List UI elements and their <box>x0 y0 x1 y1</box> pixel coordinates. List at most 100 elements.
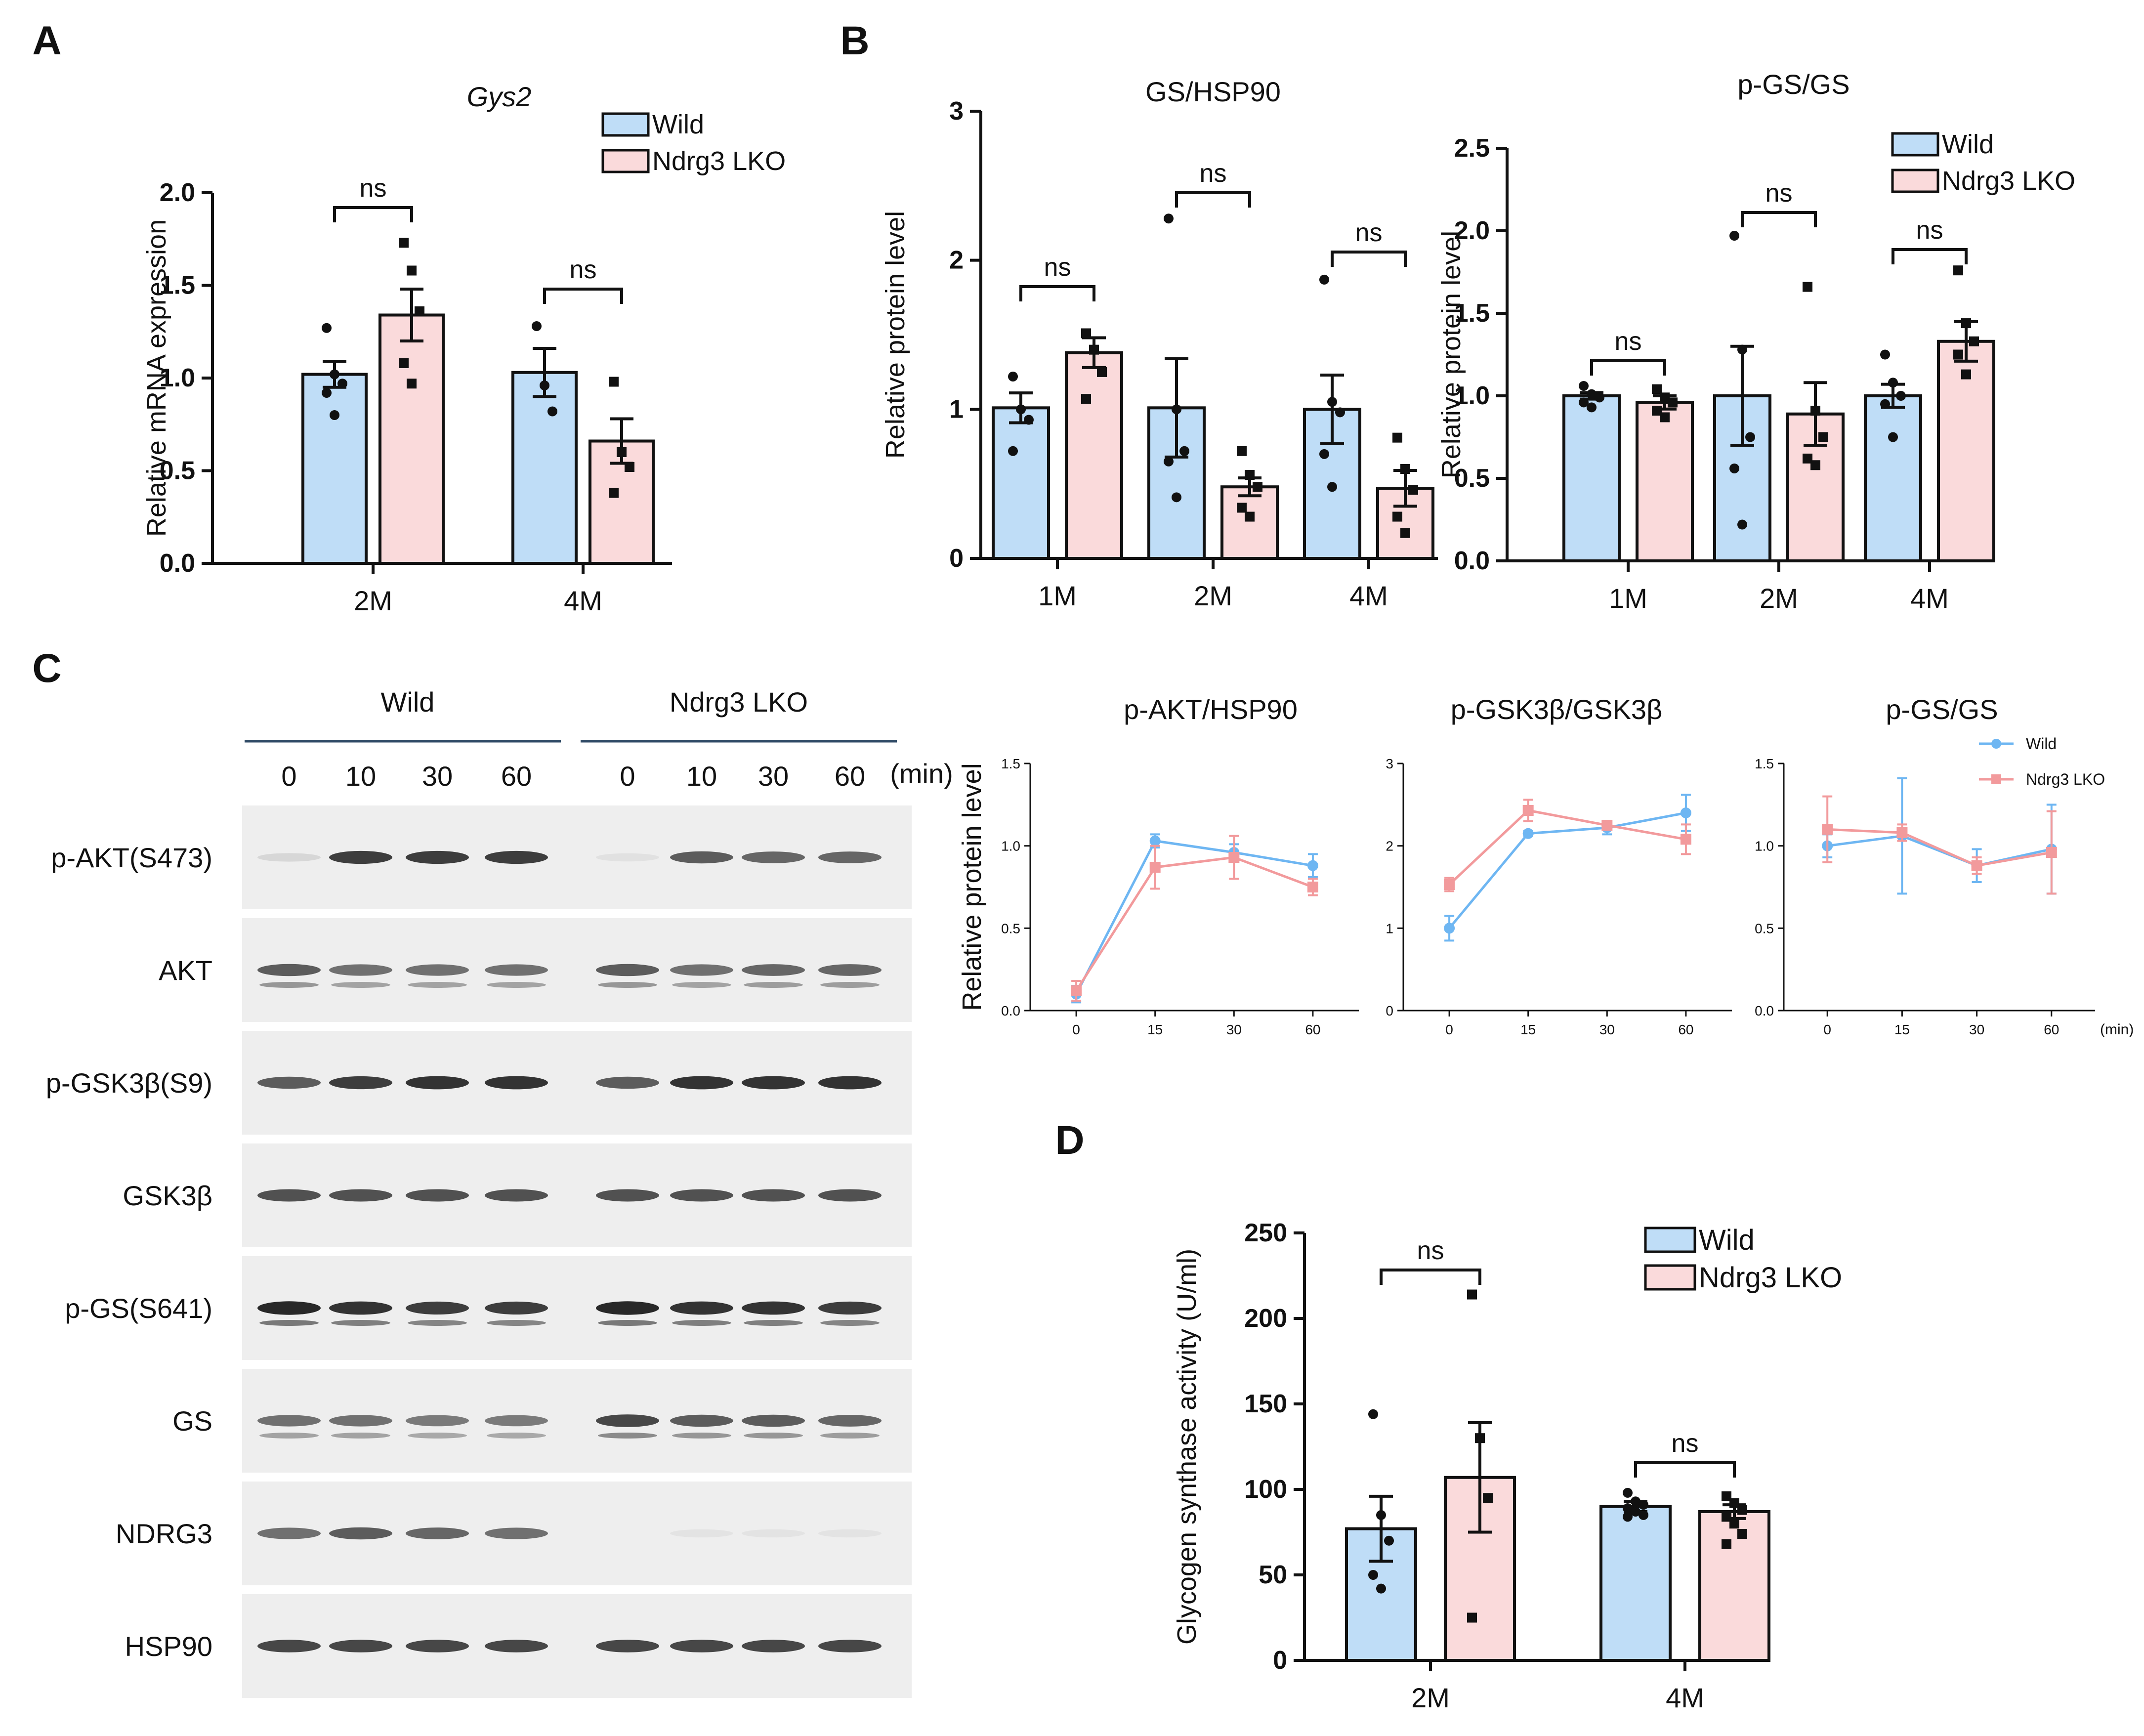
blot-band-lower <box>598 1320 657 1326</box>
panel-letter-a: A <box>32 18 61 63</box>
data-point <box>1384 1535 1394 1546</box>
lane-time-label: 60 <box>835 761 865 792</box>
y-tick-label: 2 <box>949 246 964 275</box>
chart-title: p-GS/GS <box>1886 694 1998 725</box>
blot-band-lower <box>744 982 803 988</box>
legend-swatch <box>1891 169 1939 193</box>
y-tick-label: 2.0 <box>1454 216 1490 245</box>
data-point <box>1164 213 1174 224</box>
y-tick-label: 0.0 <box>1755 1003 1774 1018</box>
blot-band <box>742 851 805 863</box>
lane-time-label: 30 <box>758 761 789 792</box>
data-point <box>1818 432 1828 442</box>
y-tick-label: 0 <box>1273 1646 1287 1675</box>
y-axis-label: Glycogen synthase activity (U/ml) <box>1172 1249 1202 1645</box>
data-point <box>1587 402 1597 413</box>
data-point <box>1660 392 1670 403</box>
blot-group-label: Ndrg3 LKO <box>670 686 808 718</box>
data-point <box>1376 1510 1386 1520</box>
y-axis-label: Relative protein level <box>957 763 987 1011</box>
x-tick-label: 60 <box>1678 1022 1693 1037</box>
legend-swatch <box>601 112 650 137</box>
data-point <box>1729 231 1739 241</box>
blot-band <box>329 1415 392 1427</box>
y-tick-label: 3 <box>1386 756 1393 771</box>
y-tick-label: 2.0 <box>160 178 195 207</box>
data-point <box>532 321 542 331</box>
blot-group-label: Wild <box>381 686 435 718</box>
data-point <box>1810 460 1820 470</box>
data-point <box>617 447 627 457</box>
data-point <box>1953 349 1963 360</box>
y-tick-label: 1.0 <box>1454 381 1490 410</box>
data-point <box>1172 492 1181 503</box>
data-point <box>1961 318 1971 329</box>
blot-band-lower <box>598 982 657 988</box>
x-tick-label: 4M <box>1910 583 1949 614</box>
blot-band-lower <box>331 982 390 988</box>
blot-band <box>485 1415 548 1427</box>
data-point <box>1639 1500 1648 1510</box>
data-point <box>1172 404 1181 415</box>
y-tick-label: 2.5 <box>1454 134 1490 163</box>
x-tick-label: 2M <box>1411 1682 1450 1713</box>
bar <box>1636 401 1694 562</box>
data-point <box>1179 446 1189 456</box>
significance-label: ns <box>1672 1429 1699 1458</box>
blot-band <box>257 1189 321 1202</box>
bar-chart-a-0: Gys2 Relative mRNA expression 0.0 0.5 1.0 1.5… <box>142 81 786 616</box>
data-point <box>1444 879 1455 890</box>
data-point <box>407 265 417 276</box>
data-point <box>337 379 347 389</box>
blot-band <box>257 1076 321 1089</box>
data-point <box>1097 367 1107 377</box>
data-point <box>1089 344 1099 355</box>
blot-band-lower <box>744 1320 803 1326</box>
lane-time-label: 10 <box>686 761 717 792</box>
significance-label: ns <box>360 174 387 203</box>
y-tick-label: 1.0 <box>1001 839 1020 854</box>
data-point <box>1623 1503 1633 1514</box>
data-point <box>1327 397 1337 407</box>
data-point <box>1722 1491 1731 1501</box>
bar-chart-b-1: GS/HSP90 Relative protein level 0 1 2 3 1M ns 2M… <box>881 76 1438 611</box>
data-point <box>1327 482 1337 492</box>
series-line <box>1827 835 2052 867</box>
blot-band <box>818 1640 882 1652</box>
blot-row-label: p-GSK3β(S9) <box>46 1067 212 1099</box>
blot-band-lower <box>408 1433 467 1439</box>
legend-label: Ndrg3 LKO <box>2026 770 2105 788</box>
data-point <box>1880 399 1890 409</box>
data-point <box>1888 432 1898 442</box>
blot-row-label: p-AKT(S473) <box>51 842 212 873</box>
blot-band <box>406 1189 469 1202</box>
blot-band <box>329 1640 392 1652</box>
data-point <box>1803 453 1812 464</box>
blot-band <box>596 964 659 976</box>
data-point <box>1319 274 1329 285</box>
data-point <box>1008 371 1018 381</box>
data-point <box>322 323 332 333</box>
y-axis-label: Relative protein level <box>1436 231 1466 478</box>
blot-band <box>485 1076 548 1090</box>
data-point <box>1680 807 1691 818</box>
y-tick-label: 0.5 <box>160 457 195 485</box>
blot-band-lower <box>408 1320 467 1326</box>
bar <box>1864 394 1922 562</box>
data-point <box>1071 985 1082 996</box>
x-tick-label: 30 <box>1969 1022 1984 1037</box>
bar <box>1599 1505 1672 1662</box>
panel-letter-b: B <box>840 18 869 63</box>
x-axis-unit: (min) <box>2100 1021 2134 1038</box>
data-point <box>1631 1496 1640 1507</box>
legend-label: Wild <box>1699 1224 1755 1256</box>
x-tick-label: 1M <box>1038 580 1077 611</box>
significance-bracket <box>1331 251 1407 267</box>
x-tick-label: 15 <box>1520 1022 1536 1037</box>
data-point <box>1652 384 1662 394</box>
significance-label: ns <box>1355 218 1383 247</box>
x-tick-label: 60 <box>2044 1022 2059 1037</box>
y-tick-label: 150 <box>1244 1390 1287 1418</box>
lane-time-label: 60 <box>501 761 532 792</box>
